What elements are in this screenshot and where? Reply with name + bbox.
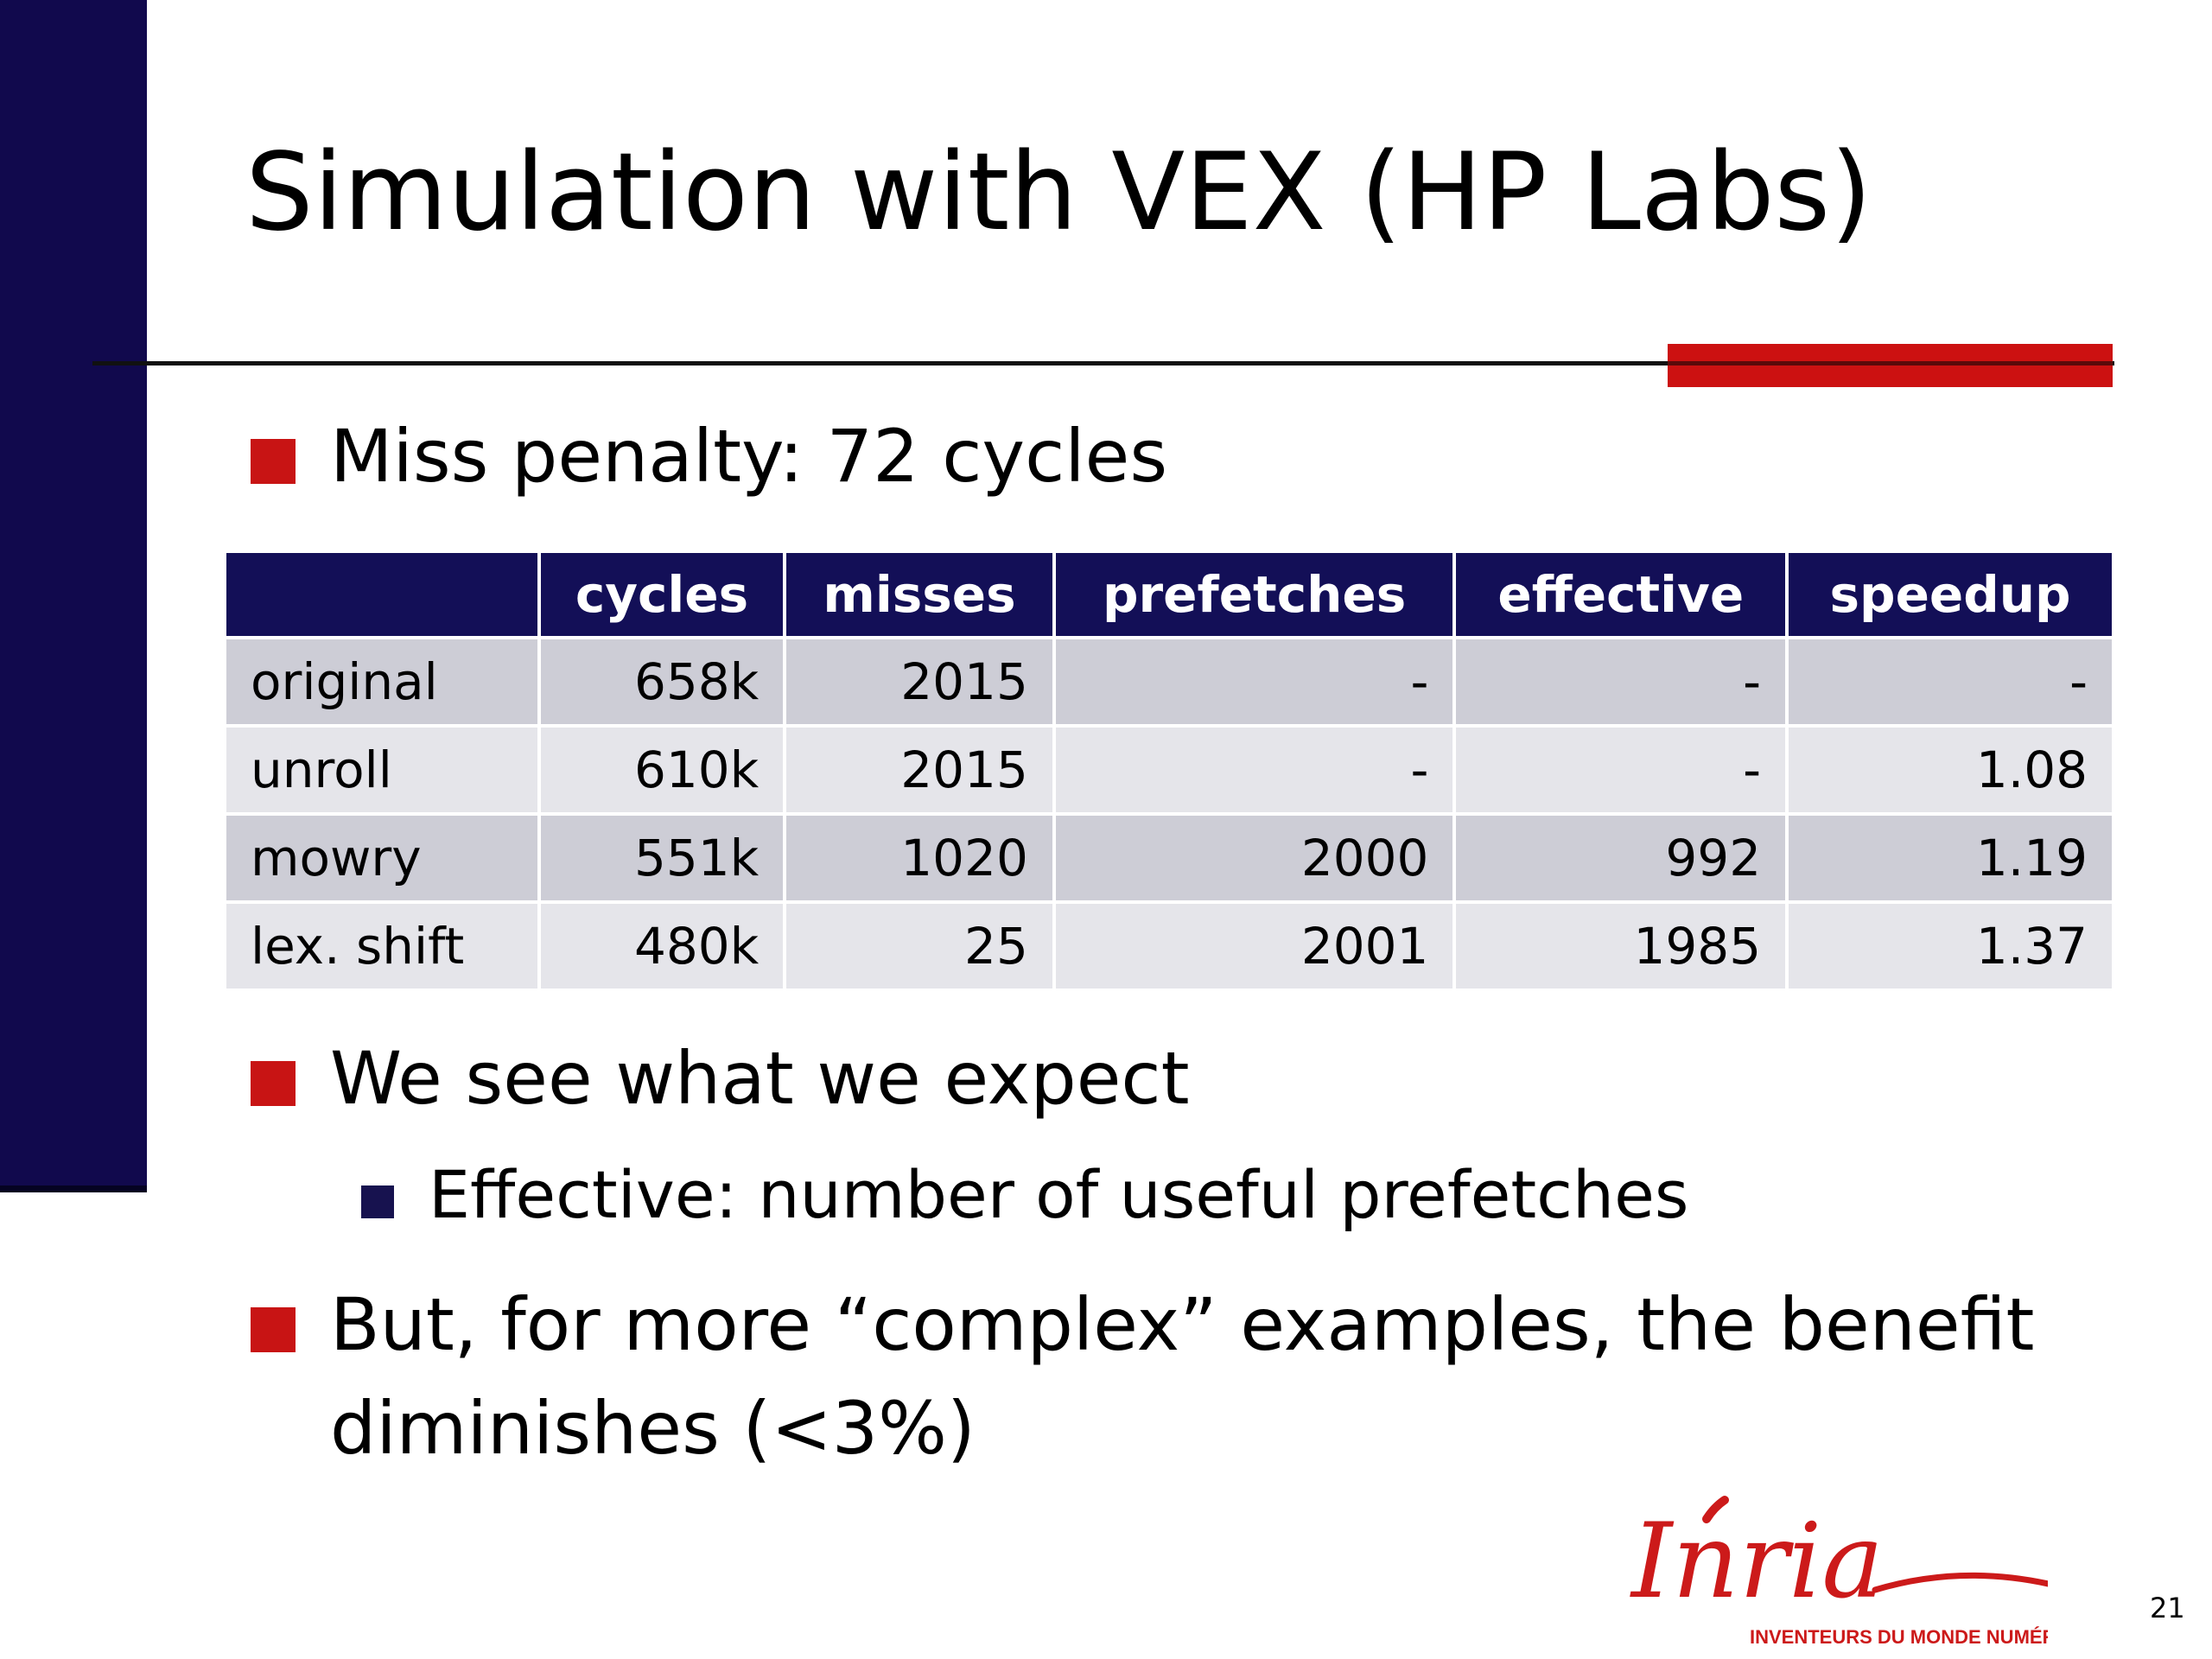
table-cell: 25 [786, 904, 1052, 988]
bullet-text: We see what we expect [330, 1036, 1190, 1121]
table-cell: 658k [540, 639, 784, 724]
logo-tagline: INVENTEURS DU MONDE NUMÉRIQUE [1750, 1626, 2048, 1648]
table-cell: 480k [540, 904, 784, 988]
bullet-square-icon [251, 439, 296, 484]
table-cell: 1.08 [1789, 728, 2112, 812]
page-number: 21 [2150, 1592, 2185, 1624]
slide-title: Simulation with VEX (HP Labs) [245, 130, 1872, 255]
table-cell: 610k [540, 728, 784, 812]
table-cell: 551k [540, 816, 784, 900]
logo-accent-stroke [1702, 1496, 1729, 1523]
table-cell: 2015 [786, 639, 1052, 724]
logo-wordmark: Inria [1630, 1502, 1884, 1622]
table-header-cell: misses [786, 553, 1052, 636]
table-row: original 658k 2015 - - - [226, 639, 2112, 724]
bullet-square-icon [251, 1307, 296, 1352]
table-header-cell: speedup [1789, 553, 2112, 636]
table-header-row: cycles misses prefetches effective speed… [226, 553, 2112, 636]
table-row: mowry 551k 1020 2000 992 1.19 [226, 816, 2112, 900]
table-cell: 992 [1456, 816, 1786, 900]
table-header-cell: prefetches [1055, 553, 1453, 636]
table-cell: - [1055, 639, 1453, 724]
table-cell: mowry [226, 816, 537, 900]
results-table: cycles misses prefetches effective speed… [223, 550, 2115, 992]
sub-bullet-square-icon [361, 1185, 394, 1218]
table-header-cell: effective [1456, 553, 1786, 636]
bullet-text: Miss penalty: 72 cycles [330, 414, 1168, 499]
table-cell: 1985 [1456, 904, 1786, 988]
title-divider [92, 361, 2114, 365]
table-cell: 1020 [786, 816, 1052, 900]
table-cell: 1.37 [1789, 904, 2112, 988]
title-accent-bar [1668, 344, 2113, 387]
table-row: lex. shift 480k 25 2001 1985 1.37 [226, 904, 2112, 988]
table-cell: - [1456, 639, 1786, 724]
table-cell: - [1789, 639, 2112, 724]
logo-swoosh [1872, 1572, 2048, 1593]
bullet-text-line-2: diminishes (<3%) [330, 1386, 976, 1471]
inria-logo: Inria INVENTEURS DU MONDE NUMÉRIQUE [1630, 1496, 2048, 1648]
table-cell: - [1456, 728, 1786, 812]
table-cell: 1.19 [1789, 816, 2112, 900]
sub-bullet-text: Effective: number of useful prefetches [429, 1156, 1689, 1233]
table-header-cell [226, 553, 537, 636]
table-cell: 2000 [1055, 816, 1453, 900]
table-cell: - [1055, 728, 1453, 812]
table-cell: lex. shift [226, 904, 537, 988]
table-header-cell: cycles [540, 553, 784, 636]
bullet-square-icon [251, 1061, 296, 1106]
table-row: unroll 610k 2015 - - 1.08 [226, 728, 2112, 812]
table-cell: 2001 [1055, 904, 1453, 988]
table-cell: 2015 [786, 728, 1052, 812]
title-accent-line [1668, 361, 2113, 365]
table-cell: original [226, 639, 537, 724]
bullet-text-line-1: But, for more “complex” examples, the be… [330, 1282, 2035, 1367]
sidebar-band [0, 0, 147, 1192]
table-cell: unroll [226, 728, 537, 812]
